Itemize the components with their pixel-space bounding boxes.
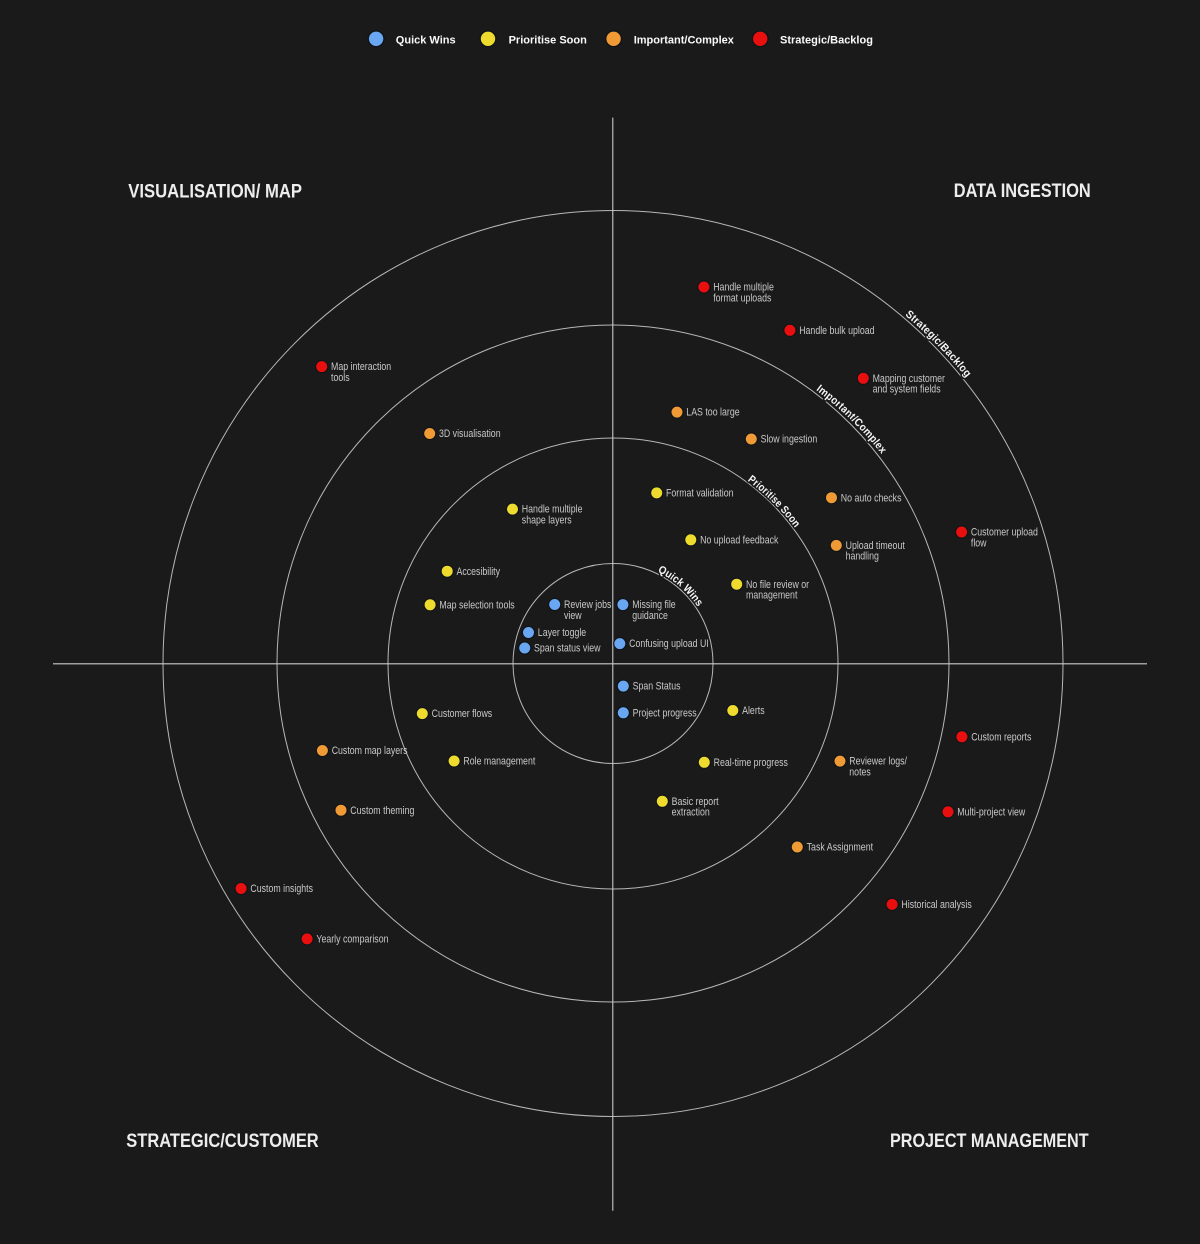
svg-text:view: view [564, 610, 582, 622]
svg-text:Real-time progress: Real-time progress [714, 757, 789, 769]
svg-text:management: management [746, 590, 797, 602]
svg-text:Role management: Role management [463, 756, 535, 768]
svg-text:3D visualisation: 3D visualisation [439, 428, 501, 440]
svg-text:Prioritise Soon: Prioritise Soon [509, 34, 588, 46]
svg-text:handling: handling [846, 551, 879, 563]
svg-text:DATA INGESTION: DATA INGESTION [954, 181, 1091, 202]
svg-text:Layer toggle: Layer toggle [538, 627, 586, 639]
svg-text:Important/Complex: Important/Complex [634, 34, 735, 46]
svg-text:Yearly comparison: Yearly comparison [316, 934, 388, 946]
svg-text:extraction: extraction [672, 807, 710, 819]
svg-text:Handle bulk upload: Handle bulk upload [799, 325, 874, 337]
svg-text:Handle multiple: Handle multiple [713, 282, 774, 294]
svg-text:Mapping customer: Mapping customer [873, 373, 946, 385]
svg-text:Custom theming: Custom theming [350, 805, 414, 817]
svg-text:No auto checks: No auto checks [841, 492, 902, 504]
svg-text:flow: flow [971, 537, 987, 549]
svg-text:Strategic/Backlog: Strategic/Backlog [780, 34, 873, 46]
svg-text:guidance: guidance [632, 610, 668, 622]
svg-text:Task Assignment: Task Assignment [807, 842, 874, 854]
svg-text:Slow ingestion: Slow ingestion [761, 434, 818, 446]
svg-text:tools: tools [331, 372, 350, 384]
svg-text:No file review or: No file review or [746, 579, 809, 591]
svg-text:PROJECT MANAGEMENT: PROJECT MANAGEMENT [890, 1131, 1089, 1152]
svg-text:Reviewer logs/: Reviewer logs/ [849, 756, 907, 768]
svg-text:Upload timeout: Upload timeout [846, 540, 905, 552]
svg-text:Multi-project view: Multi-project view [957, 806, 1025, 818]
svg-text:LAS too large: LAS too large [686, 407, 739, 419]
svg-text:Custom map layers: Custom map layers [332, 745, 408, 757]
svg-text:format uploads: format uploads [713, 292, 772, 304]
svg-text:Missing file: Missing file [632, 599, 676, 611]
svg-text:Historical analysis: Historical analysis [901, 899, 972, 911]
svg-text:Alerts: Alerts [742, 705, 765, 717]
svg-text:Span status view: Span status view [534, 643, 601, 655]
svg-text:Accesibility: Accesibility [457, 566, 501, 578]
svg-text:Map selection tools: Map selection tools [439, 599, 515, 611]
svg-text:Customer flows: Customer flows [432, 708, 493, 720]
svg-text:Basic report: Basic report [672, 796, 719, 808]
svg-text:Quick Wins: Quick Wins [396, 34, 456, 46]
svg-text:shape layers: shape layers [522, 514, 572, 526]
svg-text:Custom reports: Custom reports [971, 731, 1032, 743]
svg-text:STRATEGIC/CUSTOMER: STRATEGIC/CUSTOMER [126, 1131, 318, 1152]
svg-text:Map interaction: Map interaction [331, 361, 391, 373]
svg-text:and system fields: and system fields [873, 384, 941, 396]
svg-text:No upload feedback: No upload feedback [700, 534, 779, 546]
svg-text:Custom insights: Custom insights [250, 883, 313, 895]
svg-text:Customer upload: Customer upload [971, 527, 1038, 539]
svg-text:VISUALISATION/ MAP: VISUALISATION/ MAP [128, 181, 302, 202]
svg-text:Handle multiple: Handle multiple [522, 504, 583, 516]
svg-text:Confusing upload UI: Confusing upload UI [629, 638, 709, 650]
svg-text:Format validation: Format validation [666, 488, 734, 500]
svg-text:notes: notes [849, 766, 871, 778]
svg-text:Span Status: Span Status [633, 681, 681, 693]
svg-text:Project progress: Project progress [633, 707, 697, 719]
svg-text:Review jobs: Review jobs [564, 599, 612, 611]
